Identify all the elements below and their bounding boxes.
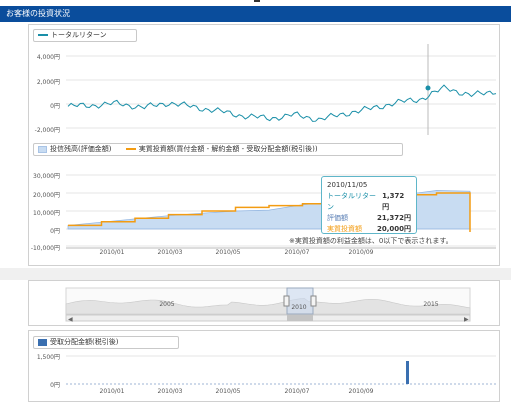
return-legend-line	[38, 34, 48, 36]
scroll-left-arrow[interactable]: ◀	[68, 316, 73, 323]
asset-ytick: 0円	[50, 228, 60, 235]
dividend-xtick: 2010/05	[215, 388, 241, 395]
dividend-panel: 受取分配金額(税引後)	[28, 330, 500, 402]
navigator-label: 2005	[159, 301, 175, 308]
balance-legend-label: 投信残高(評価金額)	[50, 145, 112, 153]
return-legend[interactable]: トータルリターン	[33, 29, 137, 42]
dividend-svg	[66, 355, 496, 385]
asset-legend[interactable]: 投信残高(評価金額) 実質投資額(買付金額 - 解約金額 - 受取分配金額(税引…	[33, 143, 403, 156]
dividend-xtick: 2010/07	[284, 388, 310, 395]
asset-ytick: 30,000円	[33, 173, 60, 180]
dividend-legend-swatch	[38, 338, 47, 346]
navigator-left-handle[interactable]	[283, 295, 290, 307]
tooltip-return-row: トータルリターン 1,372円	[327, 191, 411, 213]
tooltip-invest-value: 20,000円	[376, 225, 411, 233]
tooltip-balance-value: 21,372円	[376, 214, 411, 222]
return-hover-point	[425, 85, 431, 91]
navigator-scrollbar[interactable]	[65, 314, 471, 322]
tooltip-return-value: 1,372円	[382, 192, 405, 211]
dividend-xtick: 2010/09	[348, 388, 374, 395]
scroll-right-arrow[interactable]: ▶	[464, 316, 469, 323]
return-ytick: -2,000円	[34, 127, 60, 134]
tooltip-date: 2010/11/05	[327, 181, 368, 189]
asset-ytick: -10,000円	[30, 245, 60, 252]
page-title: お客様の投資状況	[6, 9, 70, 18]
asset-xtick: 2010/03	[157, 249, 183, 256]
asset-ytick: 10,000円	[33, 210, 60, 217]
balance-legend-swatch	[38, 145, 47, 153]
invest-legend-line	[125, 148, 136, 150]
return-grid	[66, 55, 496, 129]
return-ytick: 0円	[50, 103, 60, 110]
main-charts-svg	[66, 44, 497, 249]
dividend-ytick: 0円	[50, 382, 60, 389]
asset-xtick: 2010/09	[348, 249, 374, 256]
tooltip-balance-row: 評価額 21,372円	[327, 213, 411, 224]
dividend-bar	[406, 361, 409, 384]
return-ytick: 4,000円	[36, 54, 60, 61]
asset-ytick: 20,000円	[33, 192, 60, 199]
asset-xtick: 2010/01	[99, 249, 125, 256]
tooltip-invest-label: 実質投資額	[327, 225, 362, 233]
navigator-right-handle[interactable]	[310, 295, 317, 307]
scrollbar-thumb[interactable]	[287, 315, 313, 321]
window-notch	[254, 0, 260, 2]
asset-xtick: 2010/05	[215, 249, 241, 256]
navigator-label: 2015	[423, 301, 439, 308]
chart-footnote: ※実質投資額の利益金額は、0以下で表示されます。	[289, 237, 453, 245]
section-separator	[0, 268, 511, 280]
page-header: お客様の投資状況	[0, 6, 511, 22]
navigator-svg: ◀ ▶	[65, 287, 471, 323]
hover-tooltip: 2010/11/05 トータルリターン 1,372円 評価額 21,372円 実…	[321, 176, 417, 234]
dividend-legend[interactable]: 受取分配金額(税引後)	[33, 336, 179, 349]
invest-legend-label: 実質投資額(買付金額 - 解約金額 - 受取分配金額(税引後))	[138, 145, 318, 153]
return-series-line	[67, 84, 497, 122]
dividend-xtick: 2010/03	[157, 388, 183, 395]
tooltip-invest-row: 実質投資額 20,000円	[327, 224, 411, 235]
dividend-xtick: 2010/01	[99, 388, 125, 395]
return-legend-label: トータルリターン	[51, 31, 107, 39]
navigator-selection[interactable]	[286, 287, 314, 315]
dividend-legend-label: 受取分配金額(税引後)	[50, 338, 119, 346]
navigator-area	[65, 298, 471, 315]
return-ytick: 2,000円	[36, 79, 60, 86]
asset-xtick: 2010/07	[284, 249, 310, 256]
navigator-label: 2010	[291, 304, 307, 311]
tooltip-balance-label: 評価額	[327, 214, 348, 222]
dividend-ytick: 1,500円	[36, 354, 60, 361]
tooltip-return-label: トータルリターン	[327, 192, 376, 211]
